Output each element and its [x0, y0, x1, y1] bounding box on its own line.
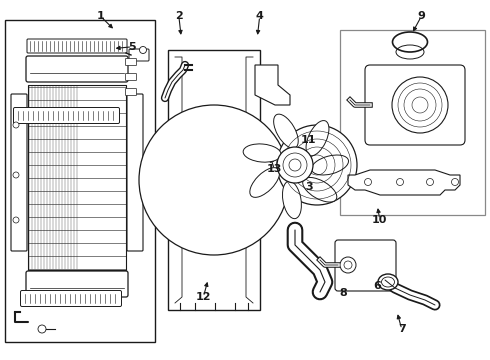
- Text: 3: 3: [305, 182, 313, 192]
- Circle shape: [13, 217, 19, 223]
- Text: 10: 10: [372, 215, 388, 225]
- Ellipse shape: [250, 168, 280, 197]
- Text: 7: 7: [398, 324, 406, 334]
- Text: 1: 1: [97, 11, 104, 21]
- Circle shape: [340, 257, 356, 273]
- Circle shape: [13, 172, 19, 178]
- FancyBboxPatch shape: [14, 108, 120, 123]
- FancyBboxPatch shape: [335, 240, 396, 291]
- Text: 9: 9: [417, 11, 425, 21]
- FancyBboxPatch shape: [26, 56, 128, 82]
- Text: 4: 4: [256, 11, 264, 21]
- Bar: [340, 30, 485, 215]
- Polygon shape: [255, 65, 290, 105]
- Circle shape: [277, 147, 313, 183]
- Ellipse shape: [312, 155, 348, 175]
- Circle shape: [277, 125, 357, 205]
- FancyBboxPatch shape: [26, 271, 128, 297]
- FancyBboxPatch shape: [129, 49, 149, 61]
- Text: 8: 8: [339, 288, 347, 298]
- Polygon shape: [348, 170, 460, 195]
- Circle shape: [13, 122, 19, 128]
- Text: 12: 12: [196, 292, 211, 302]
- Text: 6: 6: [373, 281, 381, 291]
- Bar: [28, 85, 126, 270]
- Text: 5: 5: [128, 42, 136, 52]
- FancyBboxPatch shape: [125, 89, 137, 95]
- Ellipse shape: [306, 121, 329, 156]
- Bar: [5, 20, 155, 342]
- FancyBboxPatch shape: [365, 65, 465, 145]
- Text: 13: 13: [267, 164, 282, 174]
- FancyBboxPatch shape: [125, 58, 137, 66]
- Circle shape: [140, 46, 147, 54]
- Ellipse shape: [303, 177, 337, 202]
- FancyBboxPatch shape: [27, 39, 127, 53]
- Circle shape: [392, 77, 448, 133]
- Ellipse shape: [273, 114, 298, 148]
- Ellipse shape: [243, 144, 281, 162]
- FancyBboxPatch shape: [125, 73, 137, 81]
- Text: 2: 2: [175, 11, 183, 21]
- FancyBboxPatch shape: [127, 94, 143, 251]
- FancyBboxPatch shape: [21, 291, 122, 306]
- Circle shape: [38, 325, 46, 333]
- Text: 11: 11: [301, 135, 317, 145]
- Bar: [168, 50, 260, 310]
- Ellipse shape: [378, 274, 398, 290]
- Circle shape: [139, 105, 289, 255]
- Ellipse shape: [283, 181, 301, 219]
- FancyBboxPatch shape: [11, 94, 27, 251]
